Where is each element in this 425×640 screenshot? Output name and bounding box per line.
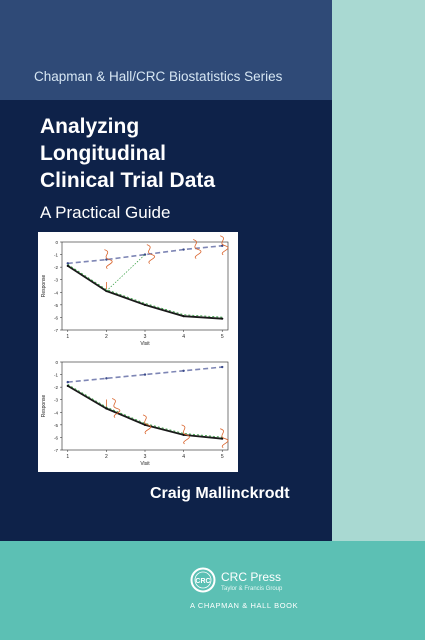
data-point-lower <box>182 433 185 437</box>
y-tick-label: -5 <box>54 423 58 428</box>
y-axis-label: Response <box>41 395 47 418</box>
x-tick-label: 1 <box>66 334 69 340</box>
x-tick-label: 3 <box>144 454 147 460</box>
x-axis-label: Visit <box>140 341 150 347</box>
data-point-upper <box>182 369 185 372</box>
series-line-upper <box>67 366 223 383</box>
x-tick-label: 2 <box>105 334 108 340</box>
y-tick-label: -2 <box>54 385 58 390</box>
x-tick-label: 4 <box>182 334 185 340</box>
y-tick-label: 0 <box>55 240 58 245</box>
bottom-band <box>0 541 425 640</box>
y-tick-label: -2 <box>54 265 58 270</box>
crc-logo-text: CRC <box>195 578 210 585</box>
series-name: Chapman & Hall/CRC Biostatistics Series <box>34 69 283 84</box>
data-point-upper <box>182 248 185 251</box>
book-title: Analyzing Longitudinal Clinical Trial Da… <box>40 113 215 194</box>
x-tick-label: 5 <box>221 454 224 460</box>
book-subtitle: A Practical Guide <box>40 203 171 222</box>
data-point-lower <box>143 423 147 426</box>
y-tick-label: -3 <box>54 278 58 283</box>
data-point-upper <box>221 365 224 369</box>
density-curve <box>193 239 202 259</box>
density-curve <box>111 398 121 418</box>
data-point-lower <box>105 407 108 410</box>
series-line-lower-green <box>67 264 223 318</box>
density-curve <box>146 244 156 264</box>
x-axis-label: Visit <box>140 461 150 467</box>
y-tick-label: -1 <box>54 373 58 378</box>
density-curve <box>142 414 152 435</box>
data-point-lower <box>182 315 185 318</box>
y-tick-label: 0 <box>55 360 58 365</box>
y-tick-label: -3 <box>54 398 58 403</box>
y-tick-label: -6 <box>54 315 58 320</box>
y-tick-label: -1 <box>54 253 58 258</box>
data-point-upper <box>221 244 224 247</box>
data-point-lower <box>66 264 69 267</box>
density-curve <box>104 249 113 269</box>
y-tick-label: -5 <box>54 303 58 308</box>
title-line: Analyzing <box>40 115 140 138</box>
crc-press-logo-icon: CRC <box>190 567 216 593</box>
data-point-lower <box>221 317 224 320</box>
response-plots: 0 -1 -2 -3 -4 -5 -6 -7 1 2 3 4 5 Visit Response 0 -1 -2 -3… <box>41 235 229 467</box>
density-curve <box>220 428 229 449</box>
cover-figures: 0 -1 -2 -3 -4 -5 -6 -7 1 2 3 4 5 Visit Response 0 -1 -2 -3… <box>38 232 238 472</box>
density-curve <box>220 235 229 256</box>
data-point-upper <box>105 377 108 380</box>
x-tick-label: 5 <box>221 334 224 340</box>
data-point-lower <box>66 384 69 387</box>
y-tick-label: -6 <box>54 435 58 440</box>
series-line-lower <box>67 265 223 320</box>
x-tick-label: 1 <box>66 454 69 460</box>
y-tick-label: -7 <box>54 448 58 453</box>
data-point-upper <box>143 373 147 376</box>
y-tick-label: -4 <box>54 290 58 295</box>
author-name: Craig Mallinckrodt <box>150 485 290 502</box>
y-tick-label: -7 <box>54 328 58 333</box>
x-tick-label: 2 <box>105 454 108 460</box>
series-line-lower <box>67 385 223 440</box>
data-point-upper <box>66 380 69 384</box>
x-tick-label: 4 <box>182 454 185 460</box>
title-line: Longitudinal <box>40 142 166 165</box>
x-tick-label: 3 <box>144 334 147 340</box>
y-tick-label: -4 <box>54 410 58 415</box>
title-line: Clinical Trial Data <box>40 169 216 192</box>
data-point-lower <box>221 437 224 440</box>
connector-line <box>106 254 146 292</box>
publisher-group: Taylor & Francis Group <box>221 586 283 592</box>
data-point-upper <box>105 258 108 261</box>
data-point-lower <box>143 303 147 306</box>
series-line-lower-green <box>67 384 223 438</box>
y-axis-label: Response <box>41 275 47 298</box>
right-color-strip <box>332 0 425 640</box>
publisher-name: CRC Press <box>221 570 282 584</box>
series-line-upper <box>67 244 223 265</box>
publisher-imprint: A CHAPMAN & HALL BOOK <box>190 601 299 610</box>
density-curve <box>181 424 190 445</box>
series-band <box>0 0 332 100</box>
data-point-upper <box>66 262 69 265</box>
